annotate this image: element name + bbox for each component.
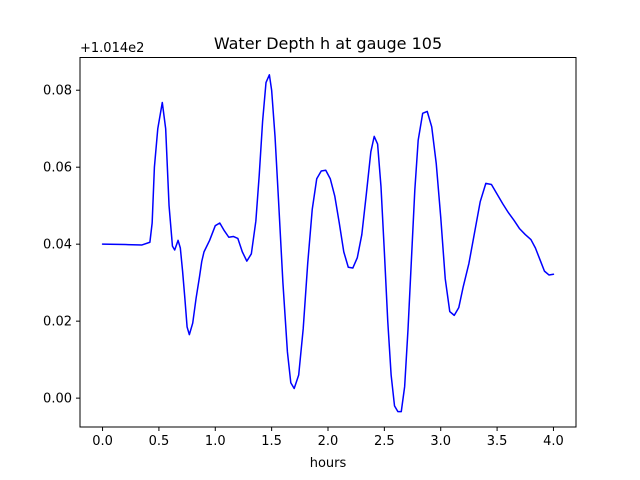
x-tick-label: 0.5 [149,434,170,449]
y-tick-label: 0.04 [43,238,72,253]
x-tick-label: 1.5 [261,434,282,449]
x-tick-label: 1.0 [205,434,226,449]
y-tick-label: 0.02 [43,315,72,330]
y-offset-label: +1.014e2 [80,41,144,56]
chart-title: Water Depth h at gauge 105 [214,34,442,53]
series-line-0 [101,74,555,413]
x-tick-label: 2.0 [318,434,339,449]
x-tick-label: 4.0 [543,434,564,449]
x-tick-label: 3.5 [487,434,508,449]
x-axis-label: hours [310,456,347,471]
x-tick-label: 2.5 [374,434,395,449]
y-tick-label: 0.06 [43,161,72,176]
x-tick-label: 3.0 [430,434,451,449]
x-tick-label: 0.0 [92,434,113,449]
plot-area [101,74,555,413]
y-tick-label: 0.08 [43,84,72,99]
y-tick-label: 0.00 [43,392,72,407]
